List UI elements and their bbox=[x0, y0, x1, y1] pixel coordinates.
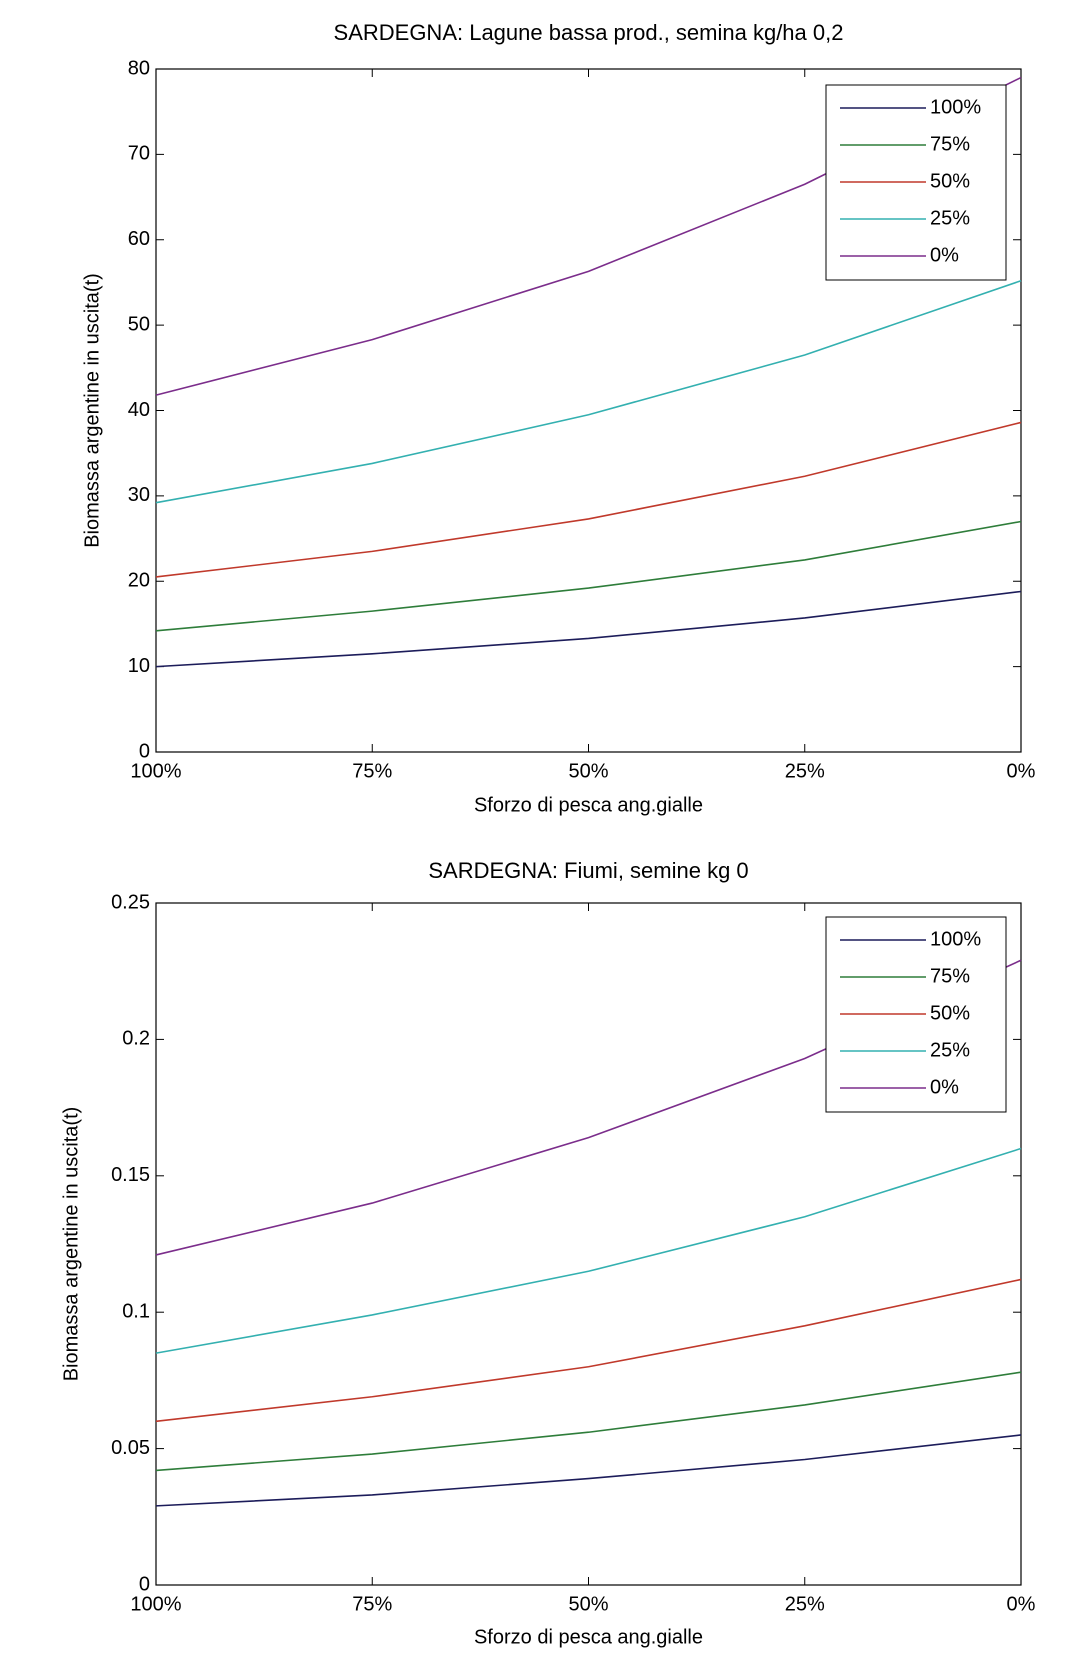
y-tick-label: 0.15 bbox=[111, 1164, 150, 1186]
legend-label: 0% bbox=[930, 1076, 959, 1098]
y-tick-label: 80 bbox=[128, 57, 150, 79]
y-tick-label: 40 bbox=[128, 399, 150, 421]
x-tick-label: 50% bbox=[568, 1593, 608, 1615]
line bbox=[155, 1278, 1022, 1423]
y-axis-label: Biomassa argentine in uscita(t) bbox=[60, 1107, 82, 1382]
y-tick-label: 0.25 bbox=[111, 891, 150, 913]
legend-label: 50% bbox=[930, 1002, 970, 1024]
y-tick-label: 50 bbox=[128, 313, 150, 335]
x-tick-label: 75% bbox=[352, 760, 392, 782]
legend-label: 50% bbox=[930, 170, 970, 192]
line bbox=[155, 1434, 1022, 1507]
line bbox=[155, 520, 1022, 632]
y-tick-label: 30 bbox=[128, 484, 150, 506]
chart-title: SARDEGNA: Fiumi, semine kg 0 bbox=[428, 858, 748, 883]
y-tick-label: 0.2 bbox=[122, 1028, 150, 1050]
chart-title: SARDEGNA: Lagune bassa prod., semina kg/… bbox=[334, 20, 844, 45]
legend-label: 75% bbox=[930, 965, 970, 987]
y-tick-label: 10 bbox=[128, 655, 150, 677]
y-tick-label: 60 bbox=[128, 228, 150, 250]
x-tick-label: 25% bbox=[785, 760, 825, 782]
y-tick-label: 20 bbox=[128, 570, 150, 592]
x-tick-label: 0% bbox=[1007, 1593, 1036, 1615]
legend-label: 0% bbox=[930, 244, 959, 266]
y-axis-label: Biomassa argentine in uscita(t) bbox=[81, 273, 103, 548]
line bbox=[155, 590, 1022, 668]
x-axis-label: Sforzo di pesca ang.gialle bbox=[474, 794, 703, 816]
x-tick-label: 100% bbox=[130, 1593, 181, 1615]
y-tick-label: 0.05 bbox=[111, 1437, 150, 1459]
x-tick-label: 75% bbox=[352, 1593, 392, 1615]
legend-label: 75% bbox=[930, 133, 970, 155]
x-tick-label: 50% bbox=[568, 760, 608, 782]
line bbox=[155, 1147, 1022, 1354]
x-tick-label: 0% bbox=[1007, 760, 1036, 782]
line bbox=[155, 279, 1022, 504]
y-tick-label: 0.1 bbox=[122, 1300, 150, 1322]
x-tick-label: 100% bbox=[130, 760, 181, 782]
line bbox=[155, 1371, 1022, 1472]
x-axis-label: Sforzo di pesca ang.gialle bbox=[474, 1626, 703, 1648]
y-tick-label: 70 bbox=[128, 143, 150, 165]
line bbox=[155, 421, 1022, 578]
legend-label: 100% bbox=[930, 96, 981, 118]
legend-label: 25% bbox=[930, 207, 970, 229]
legend-label: 100% bbox=[930, 928, 981, 950]
legend-label: 25% bbox=[930, 1039, 970, 1061]
y-tick-label: 0 bbox=[139, 740, 150, 762]
y-tick-label: 0 bbox=[139, 1573, 150, 1595]
x-tick-label: 25% bbox=[785, 1593, 825, 1615]
